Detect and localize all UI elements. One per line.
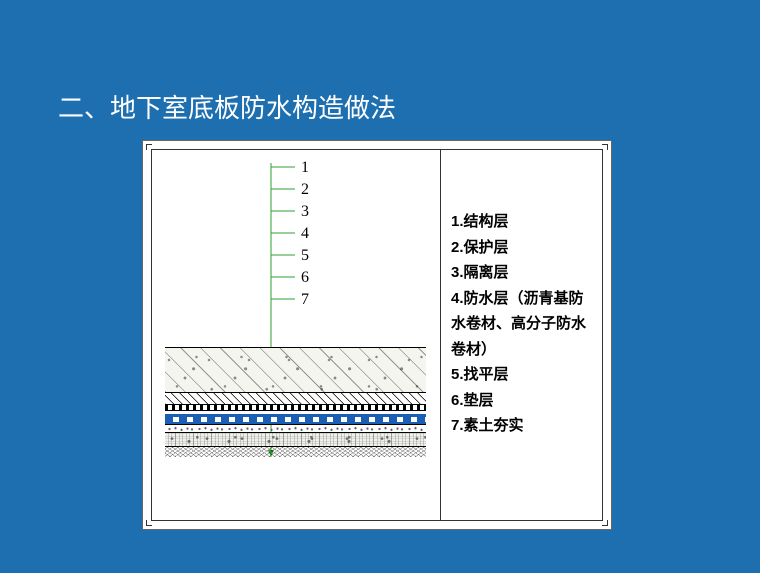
legend-item: 6.垫层 [451,388,597,414]
legend-item: 5.找平层 [451,362,597,388]
layer-leveling [165,425,426,433]
svg-text:3: 3 [301,203,309,220]
diagram-drawing-area: 1 2 3 4 5 6 7 [151,149,441,521]
legend-area: 1.结构层 2.保护层 3.隔离层 4.防水层（沥青基防水卷材、高分子防水卷材）… [441,149,603,521]
svg-text:6: 6 [301,269,309,286]
slide-title: 二、地下室底板防水构造做法 [58,88,396,125]
legend-item: 4.防水层（沥青基防水卷材、高分子防水卷材） [451,286,597,363]
leader-lines: 1 2 3 4 5 6 7 [151,149,441,523]
legend-item: 2.保护层 [451,235,597,261]
svg-text:5: 5 [301,247,309,264]
svg-text:1: 1 [301,159,309,176]
svg-text:7: 7 [301,291,309,308]
layer-soil [165,447,426,457]
layer-structure [165,347,426,393]
legend-item: 7.素土夯实 [451,413,597,439]
diagram-container: 1 2 3 4 5 6 7 1.结构层 2.保护层 3.隔离层 4.防水层（沥青基防水卷材、… [142,140,612,530]
legend-item: 3.隔离层 [451,260,597,286]
svg-text:2: 2 [301,181,309,198]
svg-text:4: 4 [301,225,309,242]
layer-cushion [165,433,426,447]
layer-protection [165,393,426,405]
legend-item: 1.结构层 [451,209,597,235]
layer-stack [165,347,426,457]
layer-waterproof [165,411,426,425]
